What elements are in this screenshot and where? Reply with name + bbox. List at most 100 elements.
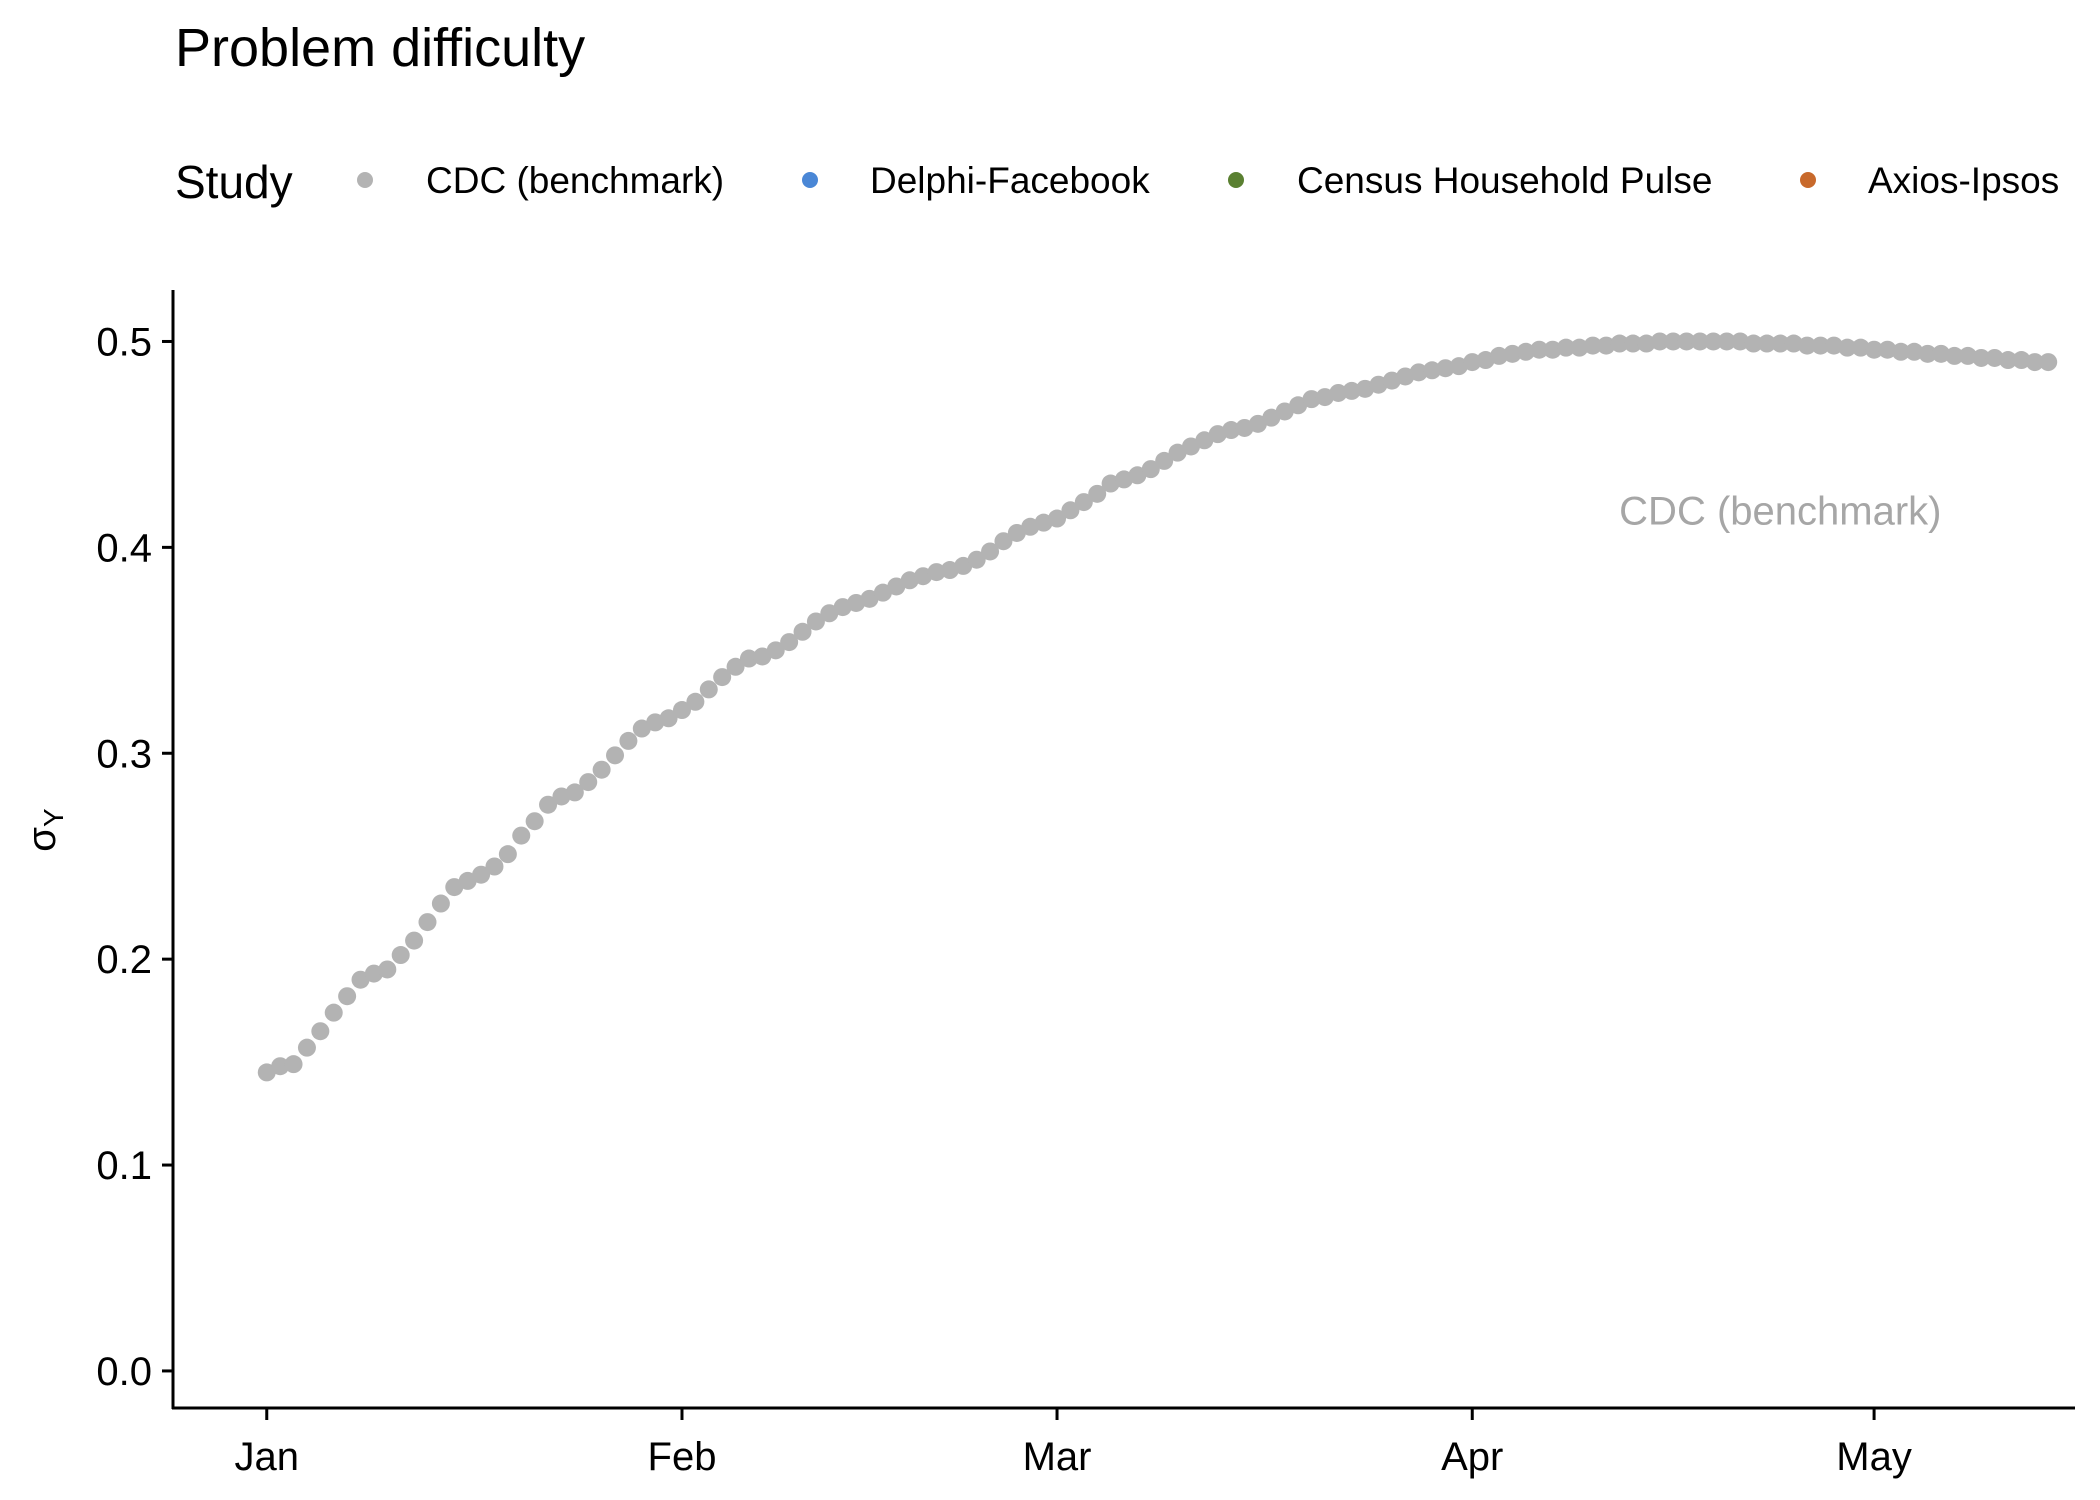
data-point	[1985, 348, 2004, 367]
data-point	[739, 649, 758, 668]
data-point	[592, 760, 611, 779]
data-point	[1168, 443, 1187, 462]
data-point	[579, 773, 598, 792]
data-point	[1061, 501, 1080, 520]
data-point	[324, 1003, 343, 1022]
data-point	[1958, 346, 1977, 365]
data-point	[887, 577, 906, 596]
data-point	[766, 641, 785, 660]
data-point	[1811, 336, 1830, 355]
data-point	[1583, 336, 1602, 355]
data-point	[1074, 493, 1093, 512]
data-point	[1824, 336, 1843, 355]
data-point	[686, 692, 705, 711]
y-tick-label: 0.3	[96, 732, 152, 776]
data-point	[1851, 338, 1870, 357]
data-point	[1222, 421, 1241, 440]
legend: Study CDC (benchmark) Delphi-Facebook Ce…	[175, 156, 2059, 208]
y-tick-label: 0.4	[96, 526, 152, 570]
data-point	[1007, 523, 1026, 542]
data-point	[1516, 342, 1535, 361]
legend-key-census	[1228, 172, 1244, 188]
data-point	[1637, 334, 1656, 353]
chart-title: Problem difficulty	[175, 18, 585, 78]
data-point	[1302, 390, 1321, 409]
data-point	[1048, 509, 1067, 528]
data-point	[1623, 334, 1642, 353]
data-point	[1677, 332, 1696, 351]
data-point	[1932, 344, 1951, 363]
legend-key-cdc	[357, 172, 373, 188]
data-point	[1878, 340, 1897, 359]
legend-key-delphi	[802, 172, 818, 188]
data-point	[1690, 332, 1709, 351]
y-axis-ticks: 0.0 0.1 0.2 0.3 0.4 0.5	[96, 320, 173, 1394]
data-point	[257, 1063, 276, 1082]
y-tick-label: 0.2	[96, 938, 152, 982]
data-point	[525, 812, 544, 831]
data-point	[793, 622, 812, 641]
data-point	[780, 633, 799, 652]
data-point	[1423, 361, 1442, 380]
data-point	[338, 987, 357, 1006]
data-point	[806, 612, 825, 631]
data-point	[297, 1038, 316, 1057]
data-point	[873, 583, 892, 602]
data-point	[1918, 344, 1937, 363]
y-axis-title: σY	[20, 808, 69, 852]
data-point	[1717, 332, 1736, 351]
data-point	[1798, 336, 1817, 355]
y-tick-label: 0.0	[96, 1350, 152, 1394]
data-point	[1999, 351, 2018, 370]
svg-text:σY: σY	[20, 808, 69, 852]
data-point	[1289, 396, 1308, 415]
data-point	[1557, 338, 1576, 357]
data-point	[458, 871, 477, 890]
data-point	[565, 783, 584, 802]
x-tick-label: Feb	[648, 1435, 717, 1479]
data-point	[981, 542, 1000, 561]
data-point	[1409, 363, 1428, 382]
data-point	[1650, 332, 1669, 351]
data-point	[1757, 334, 1776, 353]
series-annotation-cdc: CDC (benchmark)	[1619, 489, 1941, 533]
data-point	[1342, 381, 1361, 400]
data-point	[699, 680, 718, 699]
x-tick-label: May	[1836, 1435, 1912, 1479]
data-point	[606, 746, 625, 765]
data-point	[418, 913, 437, 932]
data-point	[445, 878, 464, 897]
data-point	[1570, 338, 1589, 357]
data-point	[2012, 351, 2031, 370]
data-point	[2039, 353, 2058, 372]
data-point	[659, 709, 678, 728]
data-point	[391, 946, 410, 965]
data-point	[1195, 431, 1214, 450]
x-tick-label: Mar	[1023, 1435, 1092, 1479]
data-point	[1141, 460, 1160, 479]
data-point	[1784, 334, 1803, 353]
data-point	[311, 1022, 330, 1041]
data-point	[512, 826, 531, 845]
data-point	[713, 668, 732, 687]
data-point	[1088, 484, 1107, 503]
data-point	[1248, 414, 1267, 433]
data-point	[1503, 344, 1522, 363]
data-point	[1704, 332, 1723, 351]
data-point	[1891, 342, 1910, 361]
data-point	[1865, 340, 1884, 359]
data-point	[271, 1057, 290, 1076]
data-point	[1530, 340, 1549, 359]
data-point	[378, 960, 397, 979]
data-point	[539, 795, 558, 814]
data-point	[619, 731, 638, 750]
data-point	[1945, 346, 1964, 365]
data-point	[351, 970, 370, 989]
legend-label-cdc: CDC (benchmark)	[426, 160, 724, 201]
data-point	[1543, 340, 1562, 359]
data-point	[1905, 342, 1924, 361]
data-point	[1838, 338, 1857, 357]
data-point	[726, 657, 745, 676]
data-point	[405, 931, 424, 950]
